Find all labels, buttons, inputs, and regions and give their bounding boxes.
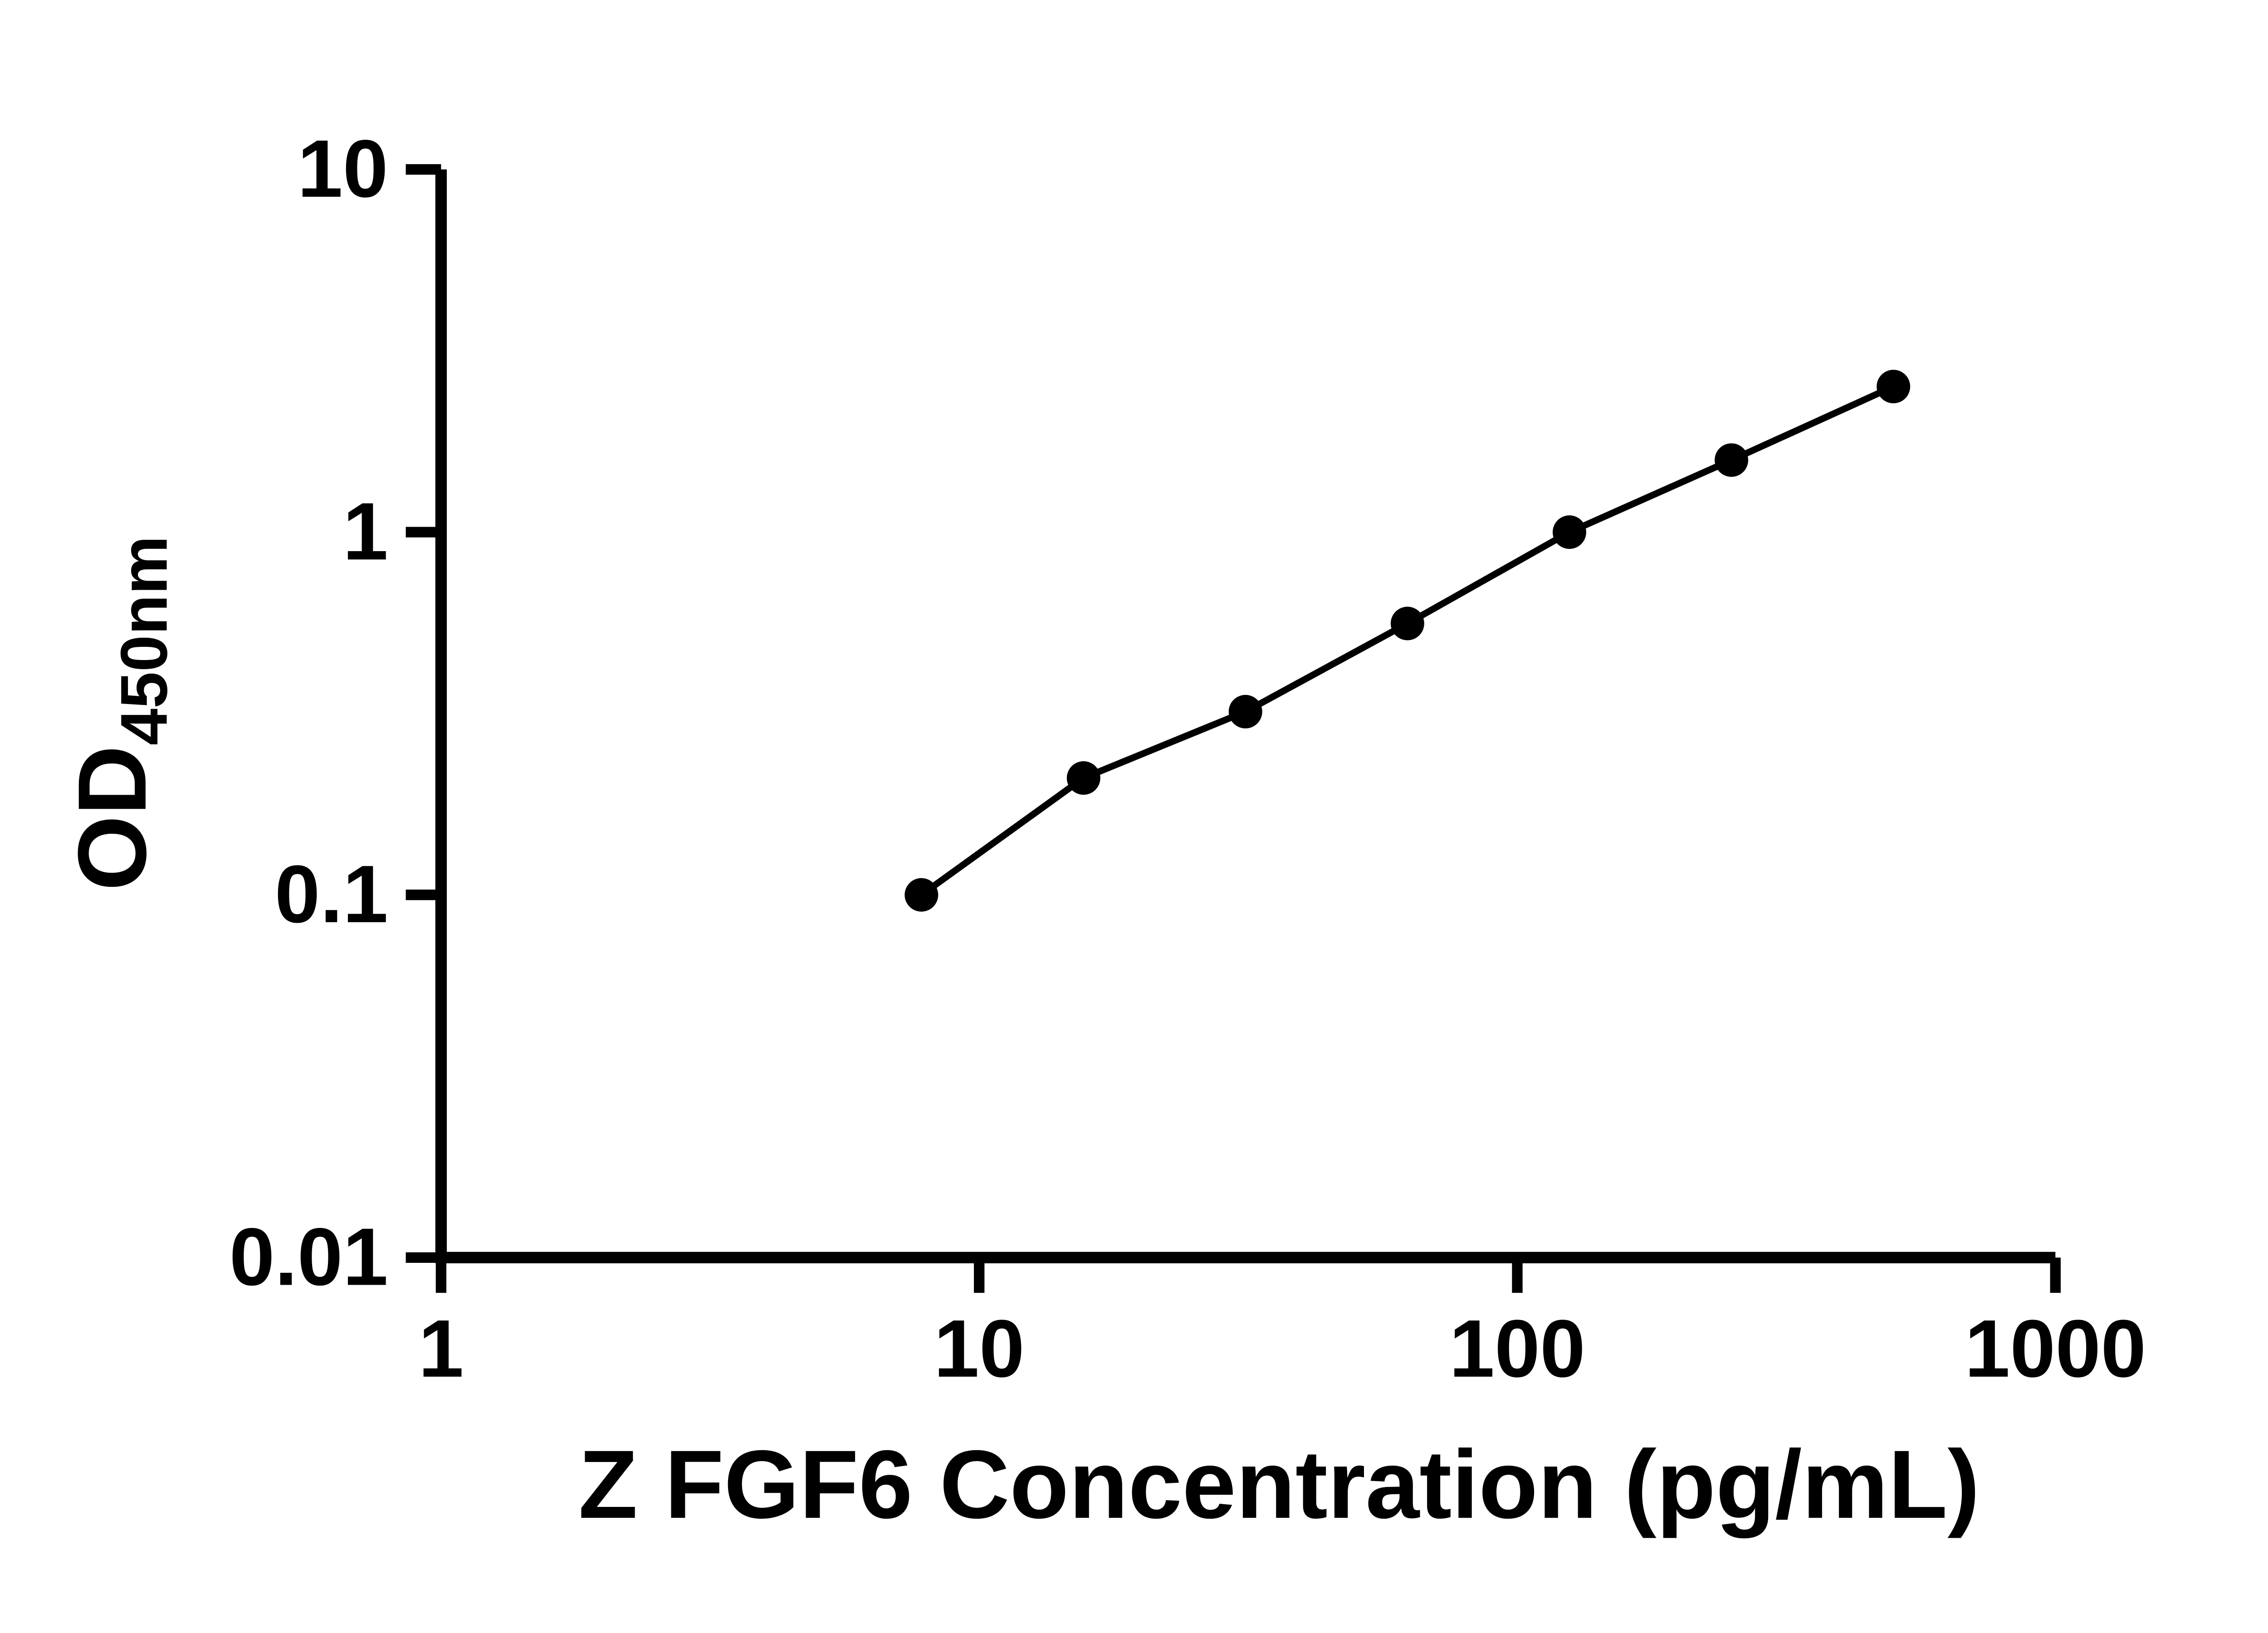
x-tick-label: 1000: [1965, 1303, 2146, 1394]
y-tick-label: 0.01: [230, 1212, 388, 1303]
x-tick-label: 100: [1449, 1303, 1585, 1394]
plot-area: 1 10 100 1000 0.01 0.1 1 10: [230, 123, 2146, 1394]
data-point: [1228, 694, 1262, 728]
x-tick-label: 10: [934, 1303, 1025, 1394]
data-point: [1066, 761, 1100, 795]
data-point: [1390, 606, 1424, 640]
y-tick-label: 10: [298, 123, 388, 215]
y-axis-ticks: 0.01 0.1 1 10: [230, 123, 441, 1303]
data-point: [904, 878, 938, 912]
y-tick-label: 0.1: [275, 849, 388, 940]
y-axis-title: OD450nm: [58, 536, 181, 891]
y-axis-title-subscript: 450nm: [107, 536, 181, 745]
data-point: [1877, 370, 1911, 404]
x-axis-title: Z FGF6 Concentration (pg/mL): [578, 1430, 1980, 1539]
data-points: [904, 370, 1911, 912]
y-tick-label: 1: [343, 486, 388, 577]
x-tick-label: 1: [418, 1303, 464, 1394]
x-axis-ticks: 1 10 100 1000: [418, 1257, 2146, 1394]
data-point: [1553, 515, 1586, 549]
data-point: [1715, 443, 1749, 477]
y-axis-title-main: OD: [58, 745, 166, 891]
